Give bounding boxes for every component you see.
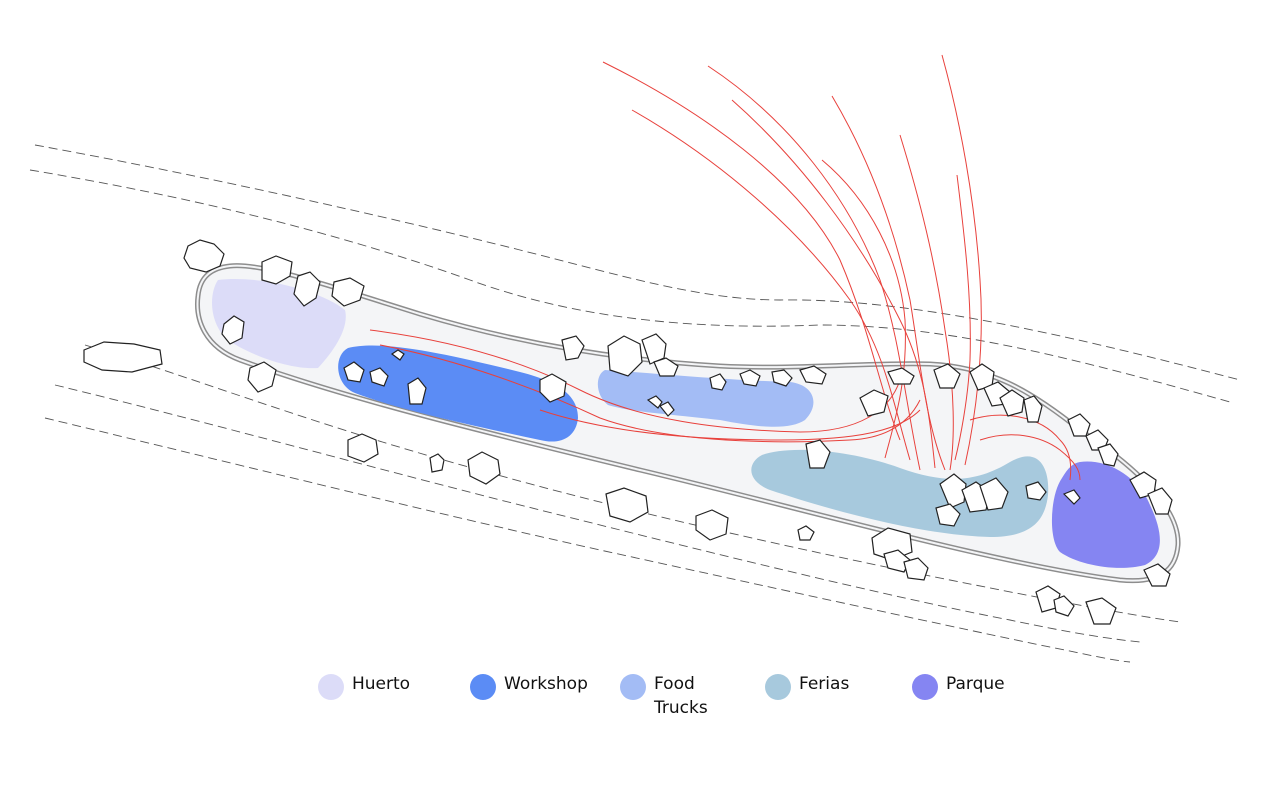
rock [1062,489,1081,505]
rock [979,477,1009,511]
rock [183,239,225,273]
zone-workshop [338,345,578,442]
flow-lines [369,54,1081,481]
rocks [83,239,1173,625]
rock [467,451,501,485]
legend-label-food-trucks: Food Trucks [654,672,744,720]
rock [331,277,365,307]
legend-swatch-huerto [318,674,344,700]
rock [605,487,649,523]
rock [709,373,727,391]
dashed-line-5 [44,417,1131,663]
zone-food-trucks [597,370,814,427]
zones [212,279,1160,568]
flow-line [539,409,921,441]
rock [561,335,585,361]
legend-item-huerto: Huerto [318,672,442,700]
rock [1097,443,1119,467]
legend-label-parque: Parque [946,674,1005,694]
dashed-line-1 [34,144,1241,381]
legend-item-food-trucks: Food Trucks [620,672,744,720]
legend-item-parque: Parque [912,672,1036,700]
flow-line [979,434,1081,481]
legend-swatch-parque [912,674,938,700]
dashed-line-3 [84,344,1181,623]
zone-parque [1051,461,1160,568]
rock [1023,395,1043,423]
flow-line [631,109,911,461]
flow-line [969,414,1072,481]
flow-line [369,329,901,433]
rock [935,503,961,527]
legend-swatch-food-trucks [620,674,646,700]
rock [933,363,961,389]
rock [999,389,1025,417]
rock [646,395,663,409]
rock [1025,481,1047,501]
legend-item-workshop: Workshop [470,672,594,700]
rock [539,373,567,403]
rock [1067,413,1091,437]
flow-line [707,65,921,471]
flow-line [602,61,901,441]
rock [653,357,679,377]
rock [369,367,389,387]
rock [695,509,729,541]
rock [799,365,827,385]
rock [221,315,245,345]
rock [641,333,667,365]
rock [1143,563,1171,587]
rock [261,255,293,285]
flow-line [379,344,921,443]
flow-line [954,174,971,461]
rock [805,439,831,469]
flow-line [831,95,946,471]
flow-line [941,54,982,466]
legend: Huerto Workshop Food Trucks Ferias Parqu… [0,672,1280,732]
rock [797,525,815,541]
rock [903,557,929,581]
rock [771,369,793,387]
rock [347,433,379,463]
rock [1053,595,1075,617]
rock [1129,471,1157,499]
rock [1085,597,1117,625]
rock [859,389,889,417]
legend-label-food-line2: Trucks [654,698,708,718]
rock [83,341,163,373]
rock [607,335,643,377]
flow-line [821,159,906,459]
rock [343,361,365,383]
legend-label-food-line1: Food [654,674,695,694]
zone-huerto [212,279,346,369]
zone-ferias [751,449,1049,537]
rock [871,527,913,561]
rock [407,377,427,405]
rock [247,361,277,393]
legend-label-workshop: Workshop [504,674,588,694]
rock [739,369,761,387]
legend-swatch-ferias [765,674,791,700]
dashed-line-4 [54,384,1141,643]
flow-line [899,134,954,471]
rock [293,271,321,307]
island-inner-edge [196,264,1180,582]
dashed-line-2 [29,169,1231,403]
legend-label-huerto: Huerto [352,674,411,694]
rock [659,401,675,417]
rock [390,349,405,361]
rock [1147,487,1173,515]
legend-swatch-workshop [470,674,496,700]
legend-label-ferias: Ferias [799,674,850,694]
dashed-contour-lines [29,144,1241,663]
rock [969,363,995,391]
rock [887,367,915,385]
legend-item-ferias: Ferias [765,672,889,700]
rock [429,453,445,473]
